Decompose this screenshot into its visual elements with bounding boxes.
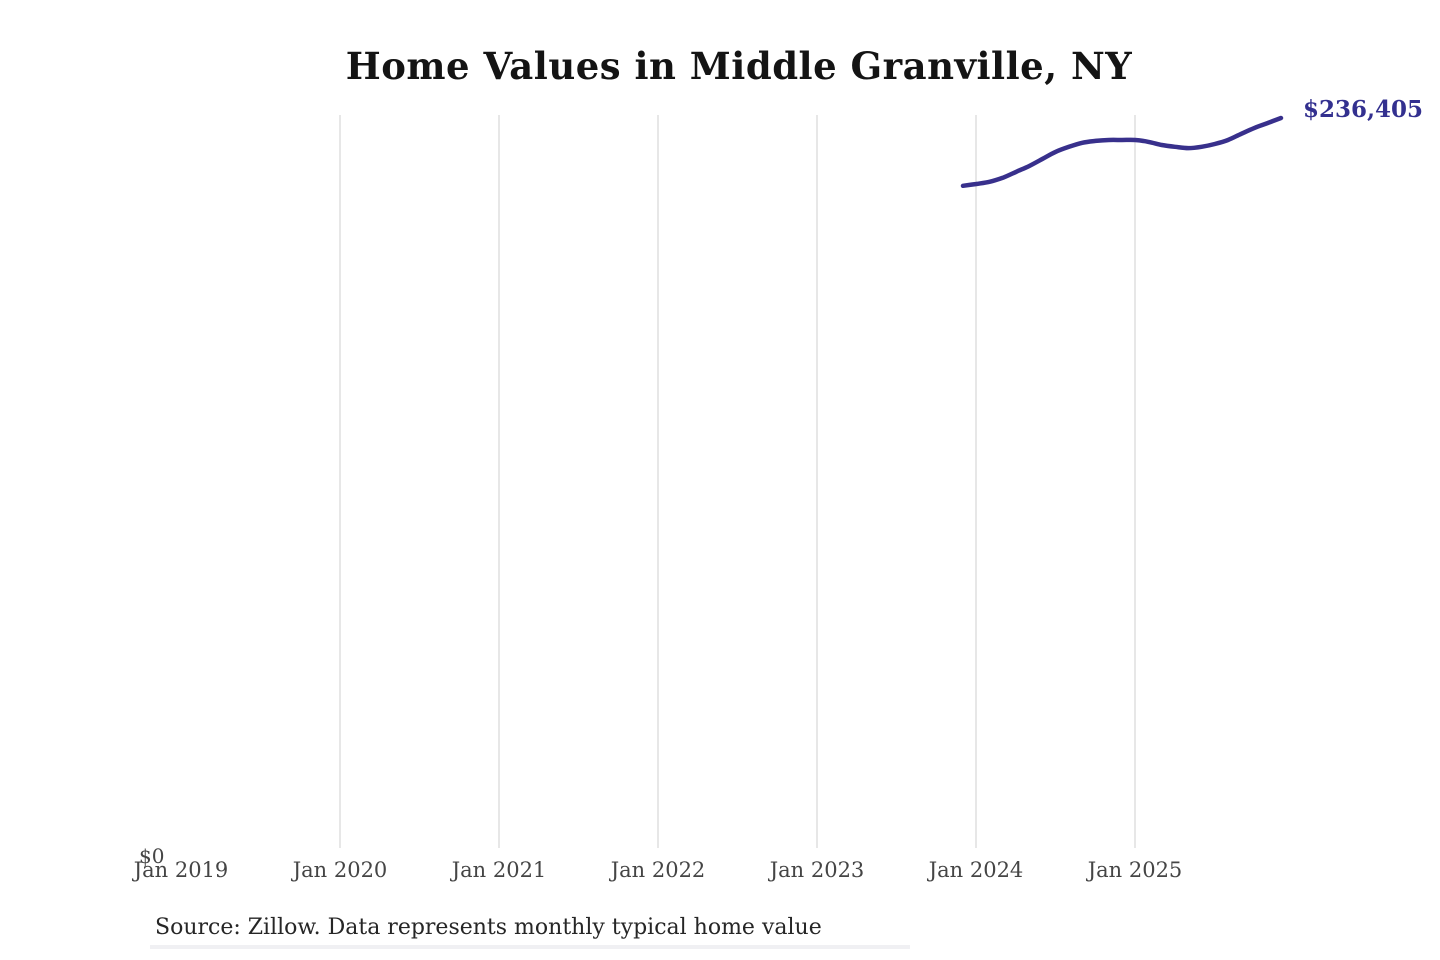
chart-title: Home Values in Middle Granville, NY bbox=[345, 44, 1133, 88]
y-tick-label-zero: $0 bbox=[139, 844, 165, 868]
series-end-value-label: $236,405 bbox=[1303, 96, 1424, 123]
cutoff-text-smudge bbox=[150, 945, 910, 949]
gridlines bbox=[339, 115, 1136, 848]
source-attribution: Source: Zillow. Data represents monthly … bbox=[155, 915, 822, 940]
home-value-series-line bbox=[960, 115, 1284, 189]
